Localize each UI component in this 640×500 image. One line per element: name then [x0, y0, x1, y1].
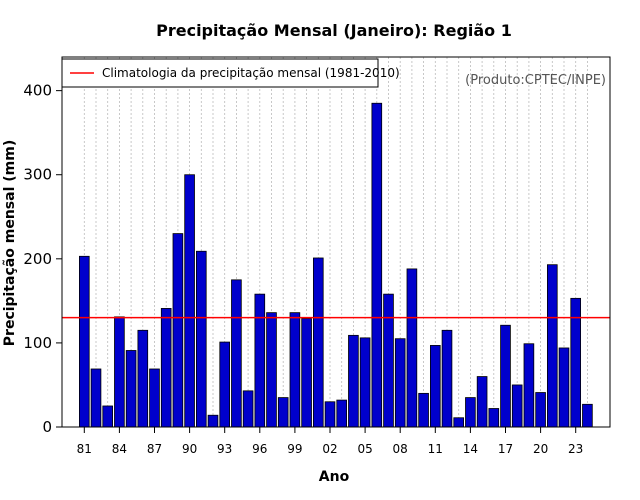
- bar-2010: [418, 392, 429, 428]
- bar-2020: [535, 392, 546, 428]
- bar-1995: [242, 390, 254, 428]
- bar-1989: [172, 233, 184, 428]
- x-tick-label-90: 90: [182, 442, 197, 456]
- bar-1988: [160, 308, 172, 428]
- x-tick-label-05: 05: [357, 442, 372, 456]
- y-tick-label-200: 200: [23, 250, 52, 268]
- bar-1993: [219, 341, 231, 428]
- bar-2015: [476, 376, 488, 428]
- x-tick-label-23: 23: [568, 442, 583, 456]
- bar-2013: [453, 417, 464, 428]
- bar-2008: [394, 338, 406, 428]
- x-tick-label-84: 84: [112, 442, 127, 456]
- bar-1991: [195, 250, 207, 428]
- x-tick-label-08: 08: [393, 442, 408, 456]
- x-tick-label-14: 14: [463, 442, 478, 456]
- bar-series: [79, 102, 593, 428]
- plot-frame: [61, 56, 611, 428]
- bar-1997: [266, 312, 277, 428]
- bar-2022: [558, 347, 570, 428]
- bar-2009: [406, 268, 418, 428]
- legend-label: Climatologia da precipitação mensal (198…: [102, 66, 400, 80]
- x-tick-label-02: 02: [322, 442, 337, 456]
- bar-1992: [207, 414, 219, 428]
- y-tick-label-400: 400: [23, 82, 52, 100]
- bar-2004: [348, 334, 359, 428]
- y-tick-label-0: 0: [42, 418, 52, 436]
- bar-2000: [301, 318, 312, 428]
- bar-1984: [114, 316, 125, 428]
- bar-1990: [184, 174, 195, 428]
- x-tick-label-20: 20: [533, 442, 548, 456]
- x-axis-label: Ano: [319, 469, 350, 485]
- bar-2005: [359, 337, 371, 428]
- x-tick-label-87: 87: [147, 442, 162, 456]
- y-axis: 0 100 200 300 400: [23, 82, 62, 436]
- x-tick-label-81: 81: [77, 442, 92, 456]
- bar-2019: [523, 343, 535, 428]
- x-axis: 81 84 87 90 93 96 99 02 05 08 11 14 17 20 23: [77, 427, 583, 456]
- bar-1999: [289, 312, 301, 428]
- bar-1996: [254, 293, 266, 428]
- chart-title: Precipitação Mensal (Janeiro): Região 1: [156, 21, 512, 40]
- bar-2007: [383, 293, 394, 428]
- y-tick-label-300: 300: [23, 166, 52, 184]
- x-tick-label-96: 96: [252, 442, 267, 456]
- bar-1981: [79, 255, 90, 428]
- bar-1986: [137, 329, 149, 428]
- bar-1983: [102, 405, 114, 428]
- bar-2012: [441, 329, 453, 428]
- legend: Climatologia da precipitação mensal (198…: [61, 58, 400, 88]
- y-tick-label-100: 100: [23, 334, 52, 352]
- y-axis-label: Precipitação mensal (mm): [2, 140, 18, 346]
- bar-1987: [149, 368, 160, 428]
- x-tick-label-99: 99: [287, 442, 302, 456]
- bar-2016: [488, 408, 500, 428]
- x-tick-label-17: 17: [498, 442, 513, 456]
- bar-2018: [511, 384, 523, 428]
- bar-1982: [90, 368, 102, 428]
- bar-1998: [277, 397, 289, 428]
- bar-1994: [231, 279, 242, 428]
- product-credit: (Produto:CPTEC/INPE): [465, 73, 606, 88]
- legend-box: [61, 58, 379, 88]
- x-tick-label-93: 93: [217, 442, 232, 456]
- bar-2014: [465, 397, 476, 428]
- x-tick-label-11: 11: [428, 442, 443, 456]
- bar-2003: [336, 399, 347, 428]
- bar-2017: [500, 324, 511, 428]
- bar-1985: [125, 350, 137, 428]
- bar-2011: [429, 345, 441, 428]
- bar-2006: [371, 102, 383, 428]
- bar-2024: [582, 403, 593, 428]
- bar-2001: [312, 257, 324, 428]
- bar-2021: [547, 264, 558, 428]
- bar-2002: [324, 401, 336, 428]
